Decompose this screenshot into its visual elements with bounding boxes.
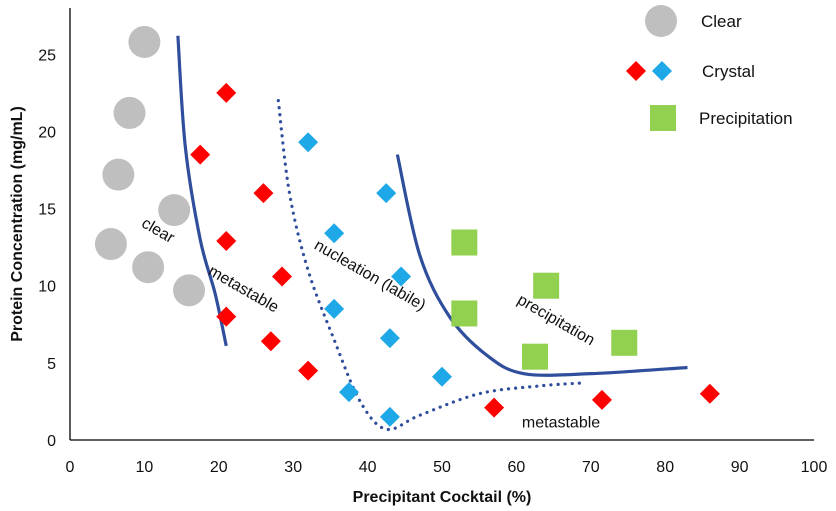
y-tick-label: 5 bbox=[47, 356, 56, 373]
clear-point bbox=[94, 228, 127, 261]
crystal-point-blue bbox=[339, 382, 359, 403]
x-tick-label: 40 bbox=[359, 459, 377, 476]
data-points bbox=[94, 25, 720, 427]
precipitation-point bbox=[451, 229, 478, 256]
clear-point bbox=[158, 194, 191, 227]
crystal-point-red bbox=[216, 230, 237, 251]
y-tick-label: 25 bbox=[38, 47, 56, 64]
precipitation-point bbox=[611, 329, 638, 356]
axes: 0 10 20 30 40 50 60 70 80 90 100 0 5 10 15 20 25 bbox=[38, 8, 827, 476]
crystal-point-blue bbox=[324, 298, 345, 319]
clear-point bbox=[128, 25, 161, 58]
crystal-point-red bbox=[699, 383, 720, 404]
legend-label: Crystal bbox=[702, 62, 755, 81]
region-label: precipitation bbox=[514, 291, 597, 349]
x-tick-label: 90 bbox=[731, 459, 749, 476]
x-tick-label: 80 bbox=[656, 459, 674, 476]
region-label: metastable bbox=[522, 415, 600, 432]
crystal-point-blue bbox=[379, 328, 400, 349]
y-axis-title: Protein Concentration (mg/mL) bbox=[9, 106, 26, 342]
phase-curves bbox=[176, 35, 688, 432]
clear-point bbox=[102, 158, 135, 191]
y-tick-label: 20 bbox=[38, 124, 56, 141]
crystal-point-red bbox=[260, 331, 281, 352]
x-tick-label: 60 bbox=[508, 459, 526, 476]
crystal-point-blue bbox=[391, 266, 412, 287]
crystal-point-red bbox=[298, 360, 319, 381]
crystal-point-blue bbox=[376, 183, 397, 204]
x-tick-label: 0 bbox=[66, 459, 75, 476]
y-tick-label: 10 bbox=[38, 279, 56, 296]
crystal-point-red bbox=[591, 389, 612, 410]
x-tick-label: 50 bbox=[433, 459, 451, 476]
crystal-point-blue bbox=[379, 406, 400, 427]
legend-label: Clear bbox=[701, 12, 742, 31]
crystal-point-red bbox=[190, 144, 211, 165]
clear-point bbox=[173, 274, 206, 307]
precipitation-point bbox=[522, 343, 548, 370]
legend-square-marker bbox=[650, 105, 676, 131]
x-axis-title: Precipitant Cocktail (%) bbox=[353, 489, 532, 506]
crystal-point-red bbox=[216, 82, 237, 103]
legend-circle-marker bbox=[645, 5, 677, 37]
solid-boundary-curve bbox=[176, 35, 228, 347]
legend-diamond-blue-marker bbox=[652, 61, 672, 81]
crystal-point-blue bbox=[298, 132, 319, 153]
legend-diamond-red-marker bbox=[626, 61, 646, 81]
solid-boundary-curve bbox=[395, 154, 688, 377]
y-tick-label: 15 bbox=[38, 202, 56, 219]
x-tick-label: 10 bbox=[136, 459, 154, 476]
precipitation-point bbox=[451, 300, 478, 327]
legend-label: Precipitation bbox=[699, 109, 793, 128]
y-tick-label: 0 bbox=[47, 433, 56, 450]
crystal-point-blue bbox=[432, 366, 452, 387]
x-tick-label: 30 bbox=[284, 459, 302, 476]
precipitation-point bbox=[533, 272, 560, 299]
crystal-point-red bbox=[484, 397, 505, 418]
clear-point bbox=[132, 251, 165, 284]
x-tick-label: 20 bbox=[210, 459, 228, 476]
legend: Clear Crystal Precipitation bbox=[626, 5, 793, 131]
crystal-point-red bbox=[216, 306, 237, 327]
region-label: nucleation (labile) bbox=[311, 237, 428, 314]
x-tick-label: 70 bbox=[582, 459, 600, 476]
crystal-point-red bbox=[272, 266, 293, 287]
crystal-point-blue bbox=[324, 223, 345, 244]
x-tick-label: 100 bbox=[801, 459, 828, 476]
crystal-point-red bbox=[253, 183, 274, 204]
dotted-boundary-curve bbox=[276, 98, 585, 432]
clear-point bbox=[113, 96, 146, 129]
region-label: metastable bbox=[205, 263, 281, 317]
